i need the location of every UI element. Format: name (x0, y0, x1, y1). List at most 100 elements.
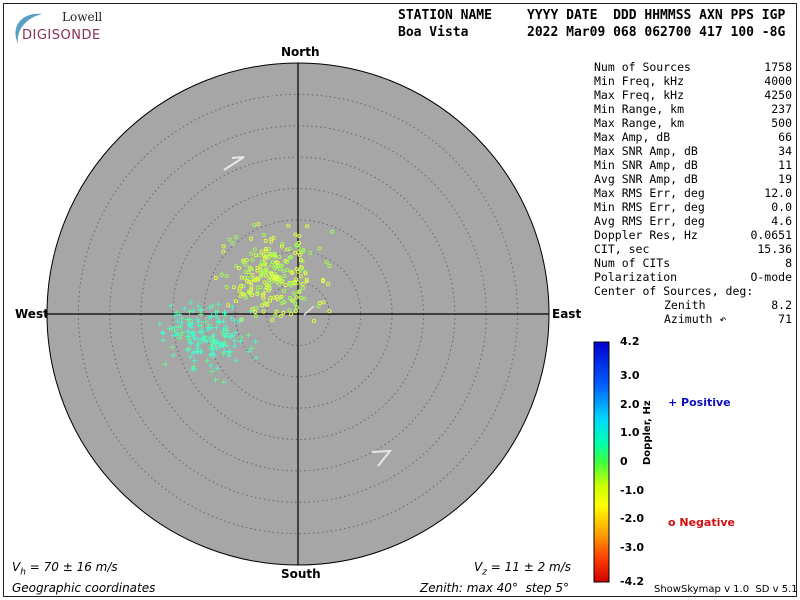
positive-doppler-source: + (209, 301, 217, 311)
positive-doppler-source: + (195, 340, 203, 350)
positive-doppler-source: + (252, 354, 260, 364)
colorbar-tick-label: 3.0 (620, 369, 640, 383)
positive-doppler-source: + (179, 328, 187, 338)
positive-doppler-source: + (191, 333, 199, 343)
negative-doppler-source (263, 248, 268, 253)
negative-doppler-source (293, 301, 298, 306)
negative-doppler-source (244, 279, 249, 284)
stat-value: 66 (778, 130, 792, 144)
stat-value: 34 (778, 144, 792, 158)
stat-label: Min Range, km (594, 102, 685, 116)
negative-doppler-source (311, 318, 317, 324)
stat-row: CIT, sec 15.36 (594, 242, 792, 256)
positive-doppler-source: + (210, 336, 218, 346)
positive-doppler-source: + (169, 332, 177, 342)
positive-doppler-source: + (170, 351, 178, 361)
stat-label: Min SNR Amp, dB (594, 158, 698, 172)
positive-doppler-source: + (180, 305, 188, 315)
positive-doppler-source: + (167, 301, 175, 311)
stat-value: 4.6 (771, 214, 792, 228)
positive-doppler-source: + (195, 302, 203, 312)
negative-doppler-source (273, 253, 278, 258)
negative-doppler-source (297, 267, 303, 272)
negative-doppler-source (280, 241, 285, 247)
negative-doppler-source (279, 294, 284, 299)
negative-doppler-source (291, 298, 296, 303)
positive-doppler-source: + (184, 346, 192, 356)
positive-doppler-source: + (206, 313, 214, 323)
compass-west: West (15, 307, 49, 321)
negative-doppler-source (255, 268, 260, 273)
positive-doppler-source: + (228, 314, 236, 324)
positive-doppler-source: + (221, 309, 229, 319)
horizontal-velocity-arrow (223, 156, 245, 171)
stat-row: Max SNR Amp, dB 34 (594, 144, 792, 158)
positive-doppler-source: + (190, 331, 198, 341)
positive-doppler-source: + (207, 361, 215, 371)
colorbar-tick-label: 1.0 (620, 426, 640, 440)
logo-brand-top: Lowell (62, 10, 103, 24)
negative-doppler-source (213, 275, 218, 281)
positive-doppler-source: + (199, 327, 207, 337)
negative-doppler-source (250, 273, 255, 278)
header-station-name: Boa Vista (398, 25, 469, 40)
stat-label: Max Freq, kHz (594, 88, 685, 102)
stat-label: Doppler Res, Hz (594, 228, 698, 242)
stat-value: 15.36 (757, 242, 792, 256)
negative-doppler-source (263, 273, 268, 278)
positive-doppler-source: + (185, 345, 193, 355)
colorbar-tick-label: 2.0 (620, 397, 640, 411)
stat-value: 4000 (764, 74, 792, 88)
positive-doppler-source: + (204, 337, 212, 347)
negative-doppler-source (237, 266, 242, 271)
positive-doppler-source: + (216, 342, 224, 352)
negative-doppler-source (226, 303, 231, 308)
negative-doppler-source (293, 232, 298, 237)
positive-doppler-source: + (215, 300, 223, 310)
header-column-labels: YYYY DATE DDD HHMMSS AXN PPS IGP (527, 8, 786, 23)
positive-doppler-source: + (252, 337, 260, 347)
positive-doppler-source: + (219, 329, 227, 339)
stat-row: Num of CITs 8 (594, 256, 792, 270)
positive-doppler-source: + (187, 353, 195, 363)
negative-doppler-source (293, 309, 298, 314)
negative-doppler-source (241, 259, 246, 264)
positive-doppler-source: + (174, 323, 182, 333)
stat-label: Zenith (664, 298, 706, 312)
positive-doppler-source: + (160, 336, 168, 346)
stat-row: Min SNR Amp, dB 11 (594, 158, 792, 172)
positive-doppler-source: + (231, 337, 239, 347)
positive-doppler-source: + (228, 332, 236, 342)
positive-doppler-source: + (208, 351, 216, 361)
negative-doppler-source (287, 246, 292, 252)
negative-doppler-source (287, 308, 292, 313)
negative-doppler-source (278, 313, 283, 319)
negative-doppler-source (327, 309, 332, 314)
negative-doppler-source (264, 301, 269, 306)
positive-doppler-source: + (211, 340, 219, 350)
negative-doppler-source (294, 295, 299, 300)
negative-doppler-source (297, 252, 302, 257)
negative-doppler-source (297, 234, 302, 239)
legend-negative: o Negative (668, 516, 736, 529)
stat-label: Azimuth ↶ (664, 312, 727, 326)
negative-doppler-source (256, 221, 261, 227)
negative-doppler-source (276, 277, 282, 282)
positive-doppler-source: + (201, 336, 209, 346)
stat-row: Max Range, km 500 (594, 116, 792, 130)
positive-doppler-source: + (219, 340, 227, 350)
negative-doppler-source (279, 263, 284, 268)
positive-doppler-source: + (209, 346, 217, 356)
negative-doppler-source (260, 268, 266, 274)
lowell-digisonde-logo: Lowell DIGISONDE (8, 10, 118, 50)
positive-doppler-source: + (184, 316, 192, 326)
positive-doppler-source: + (189, 365, 197, 375)
positive-doppler-source: + (195, 318, 203, 328)
negative-doppler-source (234, 264, 239, 269)
positive-doppler-source: + (213, 345, 221, 355)
negative-doppler-source (283, 259, 288, 264)
negative-doppler-source (272, 266, 277, 271)
stat-label: Max Range, km (594, 116, 685, 130)
positive-doppler-source: + (237, 338, 245, 348)
positive-doppler-source: + (213, 337, 221, 347)
